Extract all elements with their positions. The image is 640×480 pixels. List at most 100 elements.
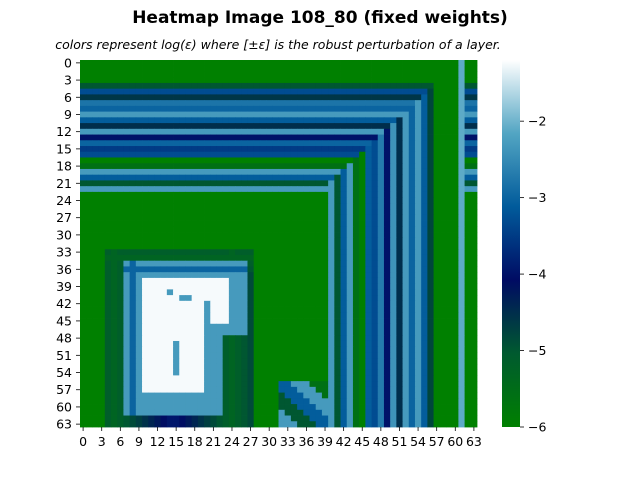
heatmap-cell	[179, 381, 186, 388]
heatmap-cell	[241, 312, 248, 319]
heatmap-cell	[414, 249, 422, 256]
heatmap-cell	[377, 243, 385, 250]
heatmap-cell	[458, 272, 465, 279]
heatmap-cell	[365, 60, 372, 67]
heatmap-cell	[334, 191, 341, 199]
heatmap-cell	[278, 415, 286, 422]
heatmap-cell	[241, 237, 248, 244]
heatmap-cell	[179, 363, 186, 371]
heatmap-cell	[111, 203, 118, 210]
heatmap-cell	[352, 266, 360, 273]
heatmap-cell	[396, 318, 403, 325]
heatmap-cell	[315, 272, 323, 279]
heatmap-cell	[346, 117, 354, 124]
heatmap-cell	[142, 306, 149, 313]
heatmap-cell	[266, 260, 273, 267]
heatmap-cell	[142, 386, 149, 393]
heatmap-cell	[309, 157, 317, 164]
heatmap-cell	[427, 123, 434, 130]
heatmap-cell	[111, 128, 118, 135]
heatmap-cell	[228, 151, 236, 158]
heatmap-cell	[359, 214, 366, 221]
heatmap-cell	[241, 398, 248, 405]
heatmap-cell	[185, 352, 193, 359]
heatmap-cell	[253, 329, 261, 336]
heatmap-cell	[222, 151, 230, 158]
heatmap-cell	[80, 105, 87, 113]
heatmap-cell	[340, 386, 348, 393]
heatmap-cell	[123, 140, 131, 147]
heatmap-cell	[160, 232, 168, 239]
heatmap-cell	[309, 352, 317, 359]
heatmap-cell	[365, 335, 372, 342]
heatmap-cell	[148, 186, 155, 193]
heatmap-cell	[352, 404, 360, 411]
heatmap-cell	[408, 123, 416, 130]
heatmap-cell	[390, 180, 397, 187]
heatmap-cell	[452, 340, 459, 348]
y-tick-label: 18	[56, 159, 72, 174]
heatmap-cell	[204, 77, 211, 84]
y-tick-label: 0	[64, 55, 72, 70]
heatmap-cell	[427, 151, 434, 158]
heatmap-cell	[402, 117, 410, 124]
heatmap-cell	[216, 174, 224, 181]
heatmap-cell	[253, 340, 261, 348]
heatmap-cell	[421, 409, 428, 416]
heatmap-cell	[179, 180, 186, 187]
heatmap-cell	[266, 312, 273, 319]
heatmap-cell	[259, 134, 267, 141]
heatmap-cell	[414, 168, 422, 176]
heatmap-cell	[123, 186, 131, 193]
heatmap-cell	[228, 111, 236, 118]
heatmap-cell	[421, 94, 428, 101]
heatmap-cell	[166, 237, 174, 244]
heatmap-cell	[166, 386, 174, 393]
heatmap-cell	[321, 352, 329, 359]
heatmap-cell	[408, 151, 416, 158]
heatmap-cell	[129, 128, 137, 135]
heatmap-cell	[135, 203, 143, 210]
heatmap-cell	[439, 209, 447, 216]
heatmap-cell	[185, 105, 193, 113]
heatmap-cell	[123, 243, 131, 250]
heatmap-cell	[247, 392, 255, 399]
heatmap-cell	[284, 174, 292, 181]
heatmap-cell	[86, 306, 93, 313]
heatmap-cell	[228, 146, 236, 153]
heatmap-cell	[160, 415, 168, 422]
heatmap-cell	[185, 323, 193, 330]
heatmap-cell	[334, 306, 341, 313]
heatmap-cell	[166, 117, 174, 124]
heatmap-cell	[148, 203, 155, 210]
heatmap-cell	[278, 237, 286, 244]
heatmap-cell	[390, 203, 397, 210]
heatmap-cell	[297, 105, 304, 113]
heatmap-cell	[396, 243, 403, 250]
heatmap-cell	[179, 134, 186, 141]
heatmap-cell	[390, 295, 397, 302]
heatmap-cell	[253, 409, 261, 416]
heatmap-cell	[371, 318, 379, 325]
heatmap-cell	[241, 358, 248, 365]
heatmap-cell	[377, 289, 385, 296]
heatmap-cell	[272, 203, 279, 210]
heatmap-cell	[272, 346, 279, 353]
heatmap-cell	[241, 254, 248, 262]
heatmap-cell	[253, 415, 261, 422]
heatmap-cell	[272, 260, 279, 267]
heatmap-cell	[117, 329, 124, 336]
heatmap-cell	[154, 346, 162, 353]
heatmap-cell	[334, 283, 341, 290]
heatmap-cell	[148, 232, 155, 239]
heatmap-cell	[377, 134, 385, 141]
heatmap-cell	[272, 209, 279, 216]
heatmap-cell	[470, 77, 478, 84]
heatmap-cell	[148, 329, 155, 336]
heatmap-cell	[154, 352, 162, 359]
heatmap-cell	[402, 306, 410, 313]
heatmap-cell	[445, 174, 453, 181]
heatmap-cell	[321, 163, 329, 170]
heatmap-cell	[439, 77, 447, 84]
heatmap-cell	[309, 151, 317, 158]
